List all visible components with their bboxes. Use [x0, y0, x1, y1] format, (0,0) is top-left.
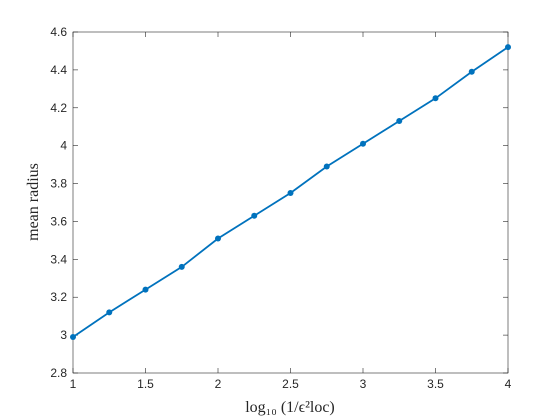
marker: [360, 140, 366, 147]
y-tick-label: 3: [60, 328, 67, 342]
marker: [251, 212, 258, 219]
x-tick-label: 1.5: [137, 377, 154, 391]
marker: [70, 334, 76, 341]
y-tick-label: 3.6: [50, 214, 67, 228]
x-tick-label: 4: [505, 377, 512, 391]
y-tick-label: 4.2: [50, 101, 67, 115]
marker: [396, 118, 403, 125]
marker: [178, 263, 185, 270]
y-tick-label: 3.4: [50, 252, 67, 266]
marker: [323, 163, 330, 170]
marker: [505, 44, 511, 51]
marker: [287, 190, 294, 197]
x-axis-label: log₁₀ (1/ϵ²loc): [245, 399, 335, 416]
x-tick-label: 1: [70, 377, 77, 391]
y-tick-label: 4: [60, 139, 67, 153]
y-axis-label: mean radius: [25, 163, 42, 241]
marker: [142, 286, 149, 293]
x-tick-label: 2.5: [282, 377, 299, 391]
marker: [468, 68, 475, 75]
y-tick-label: 2.8: [50, 366, 67, 380]
plot-area: [72, 31, 509, 374]
marker: [106, 309, 113, 316]
y-tick-label: 3.8: [50, 177, 67, 191]
x-tick-label: 2: [215, 377, 222, 391]
x-tick-label: 3: [360, 377, 367, 391]
x-tick-label: 3.5: [427, 377, 444, 391]
marker: [432, 95, 439, 102]
y-tick-label: 4.4: [50, 63, 67, 77]
y-tick-label: 3.2: [50, 290, 67, 304]
marker: [215, 235, 221, 242]
y-tick-label: 4.6: [50, 25, 67, 39]
